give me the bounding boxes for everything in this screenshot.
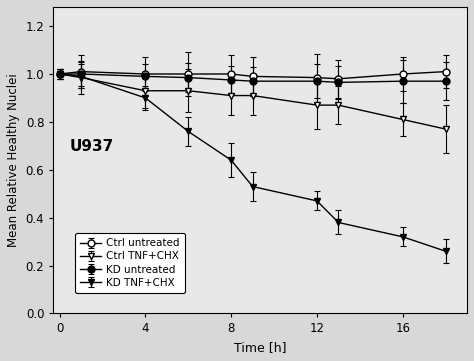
X-axis label: Time [h]: Time [h] — [234, 341, 286, 354]
Text: U937: U937 — [70, 139, 114, 154]
Legend: Ctrl untreated, Ctrl TNF+CHX, KD untreated, KD TNF+CHX: Ctrl untreated, Ctrl TNF+CHX, KD untreat… — [75, 233, 185, 293]
Y-axis label: Mean Relative Healthy Nuclei: Mean Relative Healthy Nuclei — [7, 73, 20, 247]
